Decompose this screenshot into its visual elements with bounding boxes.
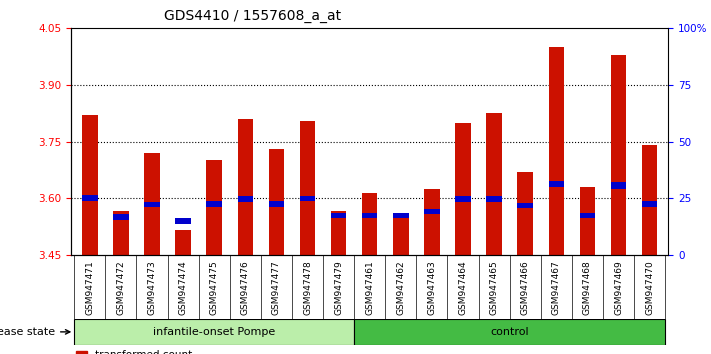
Bar	[642, 145, 658, 255]
Bar	[579, 213, 595, 218]
Bar	[237, 196, 253, 202]
Bar	[176, 230, 191, 255]
Bar	[518, 203, 533, 208]
Bar	[611, 55, 626, 255]
Bar	[362, 193, 378, 255]
Bar	[455, 196, 471, 202]
Bar	[331, 213, 346, 218]
Bar	[424, 209, 439, 215]
Text: GSM947478: GSM947478	[303, 260, 312, 315]
Bar	[74, 319, 354, 345]
Text: GSM947463: GSM947463	[427, 260, 437, 315]
Text: GSM947466: GSM947466	[520, 260, 530, 315]
Bar	[237, 119, 253, 255]
Text: GSM947476: GSM947476	[241, 260, 250, 315]
Bar	[206, 201, 222, 207]
Bar	[518, 172, 533, 255]
Bar	[269, 201, 284, 207]
Bar	[82, 195, 97, 200]
Text: GSM947462: GSM947462	[396, 260, 405, 315]
Text: GDS4410 / 1557608_a_at: GDS4410 / 1557608_a_at	[164, 9, 341, 23]
Text: GSM947475: GSM947475	[210, 260, 219, 315]
Bar	[206, 160, 222, 255]
Text: GSM947474: GSM947474	[178, 260, 188, 315]
Text: GSM947479: GSM947479	[334, 260, 343, 315]
Bar	[331, 211, 346, 255]
Bar	[144, 153, 160, 255]
Bar	[176, 218, 191, 223]
Bar	[455, 123, 471, 255]
Text: GSM947472: GSM947472	[117, 260, 125, 315]
Bar	[362, 213, 378, 218]
Bar	[642, 201, 658, 207]
Text: GSM947464: GSM947464	[459, 260, 468, 315]
Legend: transformed count, percentile rank within the sample: transformed count, percentile rank withi…	[76, 350, 271, 354]
Bar	[300, 196, 315, 201]
Bar	[549, 181, 564, 187]
Bar	[549, 47, 564, 255]
Text: GSM947465: GSM947465	[490, 260, 498, 315]
Bar	[611, 182, 626, 189]
Bar	[486, 113, 502, 255]
Bar	[393, 213, 409, 218]
Text: GSM947469: GSM947469	[614, 260, 623, 315]
Text: disease state: disease state	[0, 327, 70, 337]
Bar	[393, 215, 409, 255]
Text: GSM947470: GSM947470	[645, 260, 654, 315]
Text: GSM947473: GSM947473	[147, 260, 156, 315]
Bar	[113, 215, 129, 220]
Text: infantile-onset Pompe: infantile-onset Pompe	[153, 327, 275, 337]
Bar	[424, 189, 439, 255]
Bar	[82, 115, 97, 255]
Text: GSM947471: GSM947471	[85, 260, 95, 315]
Bar	[486, 196, 502, 202]
Text: GSM947477: GSM947477	[272, 260, 281, 315]
Bar	[579, 187, 595, 255]
Bar	[354, 319, 665, 345]
Bar	[144, 202, 160, 207]
Bar	[113, 211, 129, 255]
Text: GSM947461: GSM947461	[365, 260, 374, 315]
Text: control: control	[491, 327, 529, 337]
Text: GSM947467: GSM947467	[552, 260, 561, 315]
Bar	[269, 149, 284, 255]
Text: GSM947468: GSM947468	[583, 260, 592, 315]
Bar	[300, 121, 315, 255]
